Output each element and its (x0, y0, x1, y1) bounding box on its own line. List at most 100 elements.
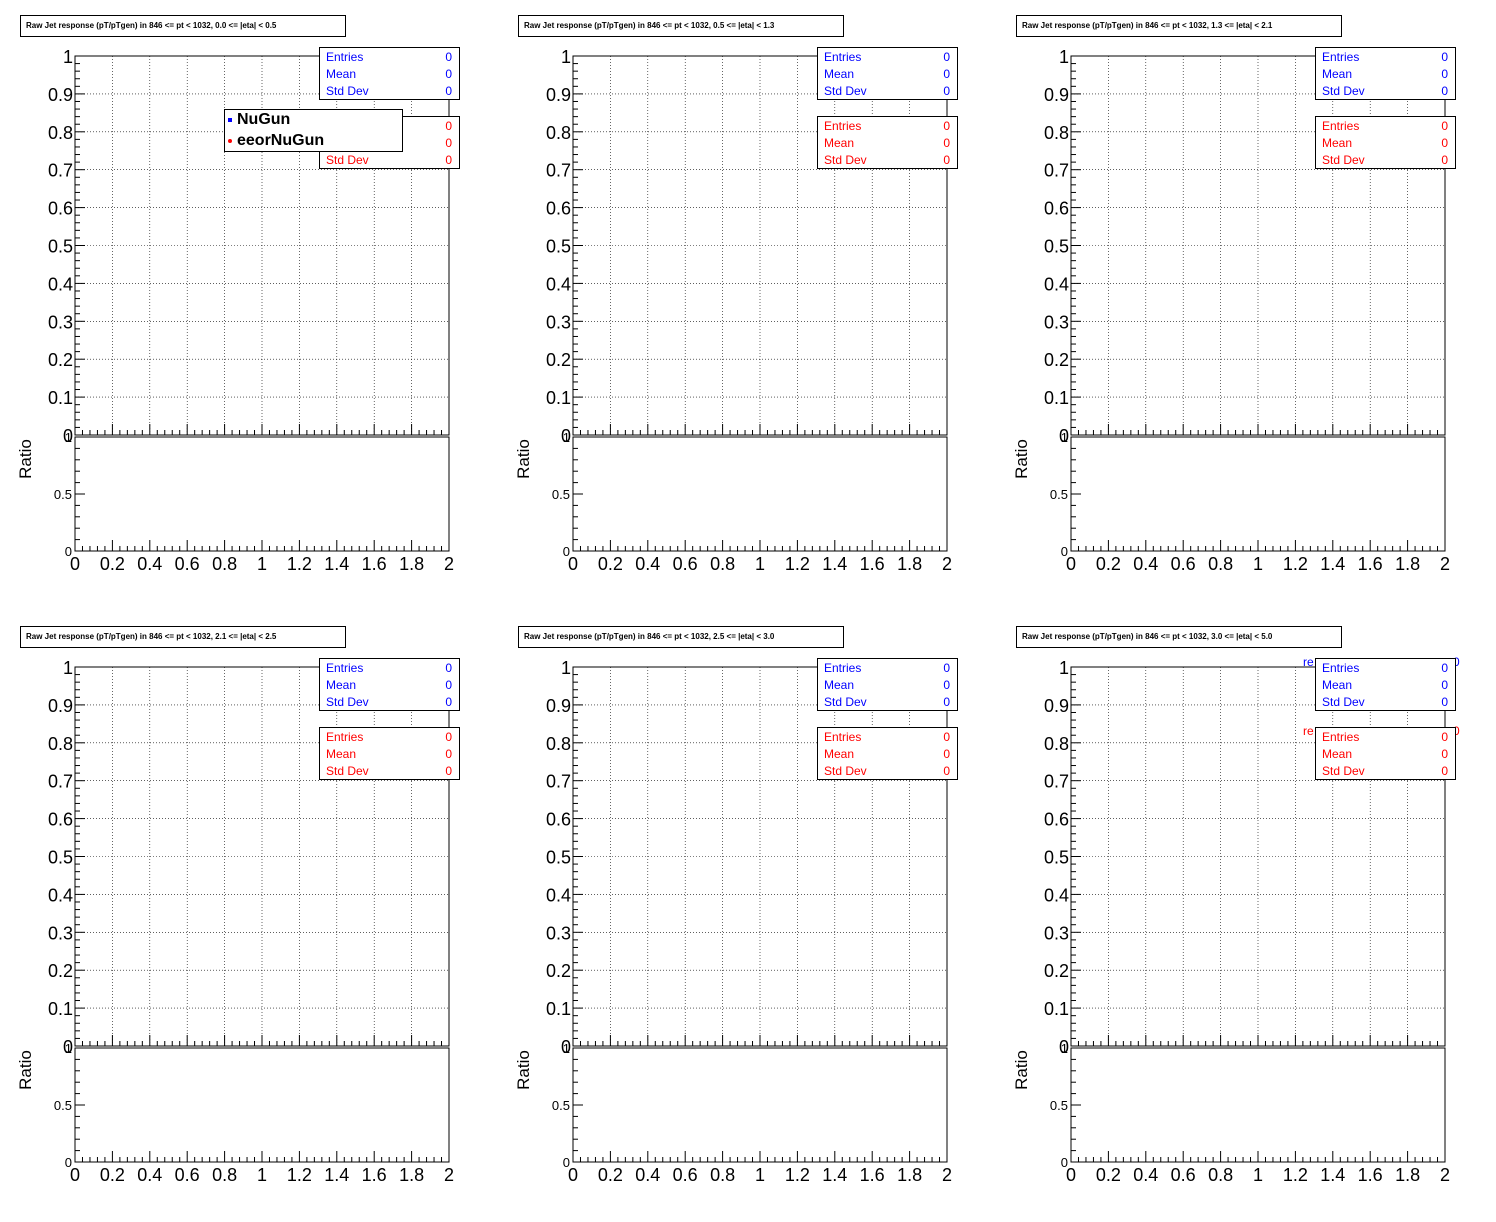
stats-row: Std Dev 0 (326, 763, 452, 780)
x-tick-label: 1 (755, 554, 765, 574)
x-tick-label: 0.6 (673, 1165, 698, 1185)
y-tick-label: 0 (561, 1037, 571, 1057)
y-tick-label: 0.3 (1044, 923, 1069, 943)
stats-value: 0 (943, 67, 950, 81)
stats-label: Std Dev (824, 764, 867, 778)
x-tick-label: 1 (755, 1165, 765, 1185)
stats-label: Entries (824, 730, 862, 744)
stats-label: Mean (824, 747, 855, 761)
ratio-y-tick-label: 1 (563, 1041, 570, 1056)
y-tick-label: 1 (63, 47, 73, 67)
x-tick-label: 0.4 (137, 1165, 162, 1185)
stats-value: 0 (445, 50, 452, 64)
stats-row: Std Dev 0 (326, 152, 452, 169)
x-tick-label: 0.2 (100, 1165, 125, 1185)
y-tick-label: 0.7 (48, 161, 73, 181)
x-tick-label: 0.2 (1096, 554, 1121, 574)
y-tick-label: 0.1 (1044, 388, 1069, 408)
stats-value: 0 (1441, 84, 1448, 98)
chart-title: Raw Jet response (pT/pTgen) in 846 <= pt… (20, 626, 346, 648)
x-tick-label: 1.4 (822, 1165, 847, 1185)
ghost-stat-label: 0 (1453, 655, 1460, 669)
chart-pad: 0 0.1 0.2 0.3 0.4 0.5 0.6 0.7 0.8 0.9 1 0 0.5 1 0 0.2 0.… (498, 0, 996, 611)
x-tick-label: 1.6 (362, 554, 387, 574)
x-tick-label: 1.6 (860, 1165, 885, 1185)
x-tick-label: 0.2 (100, 554, 125, 574)
stats-box-blue: Entries 0 Mean 0 Std Dev 0 (817, 47, 958, 100)
ratio-y-tick-label: 0 (563, 1155, 570, 1170)
stats-value: 0 (445, 67, 452, 81)
x-tick-label: 2 (942, 1165, 952, 1185)
x-tick-label: 0.8 (710, 1165, 735, 1185)
x-tick-label: 1.8 (399, 554, 424, 574)
stats-value: 0 (943, 153, 950, 167)
y-tick-label: 0.7 (1044, 772, 1069, 792)
stats-value: 0 (943, 730, 950, 744)
stats-label: Entries (1322, 730, 1360, 744)
ratio-axis-title: Ratio (1012, 439, 1031, 479)
stats-row: Mean 0 (1322, 135, 1448, 152)
stats-box-red: Entries 0 Mean 0 Std Dev 0 (817, 116, 958, 169)
stats-value: 0 (943, 695, 950, 709)
stats-row: Entries 0 (326, 660, 452, 677)
y-tick-label: 0.3 (546, 312, 571, 332)
y-tick-label: 0.5 (1044, 848, 1069, 868)
y-tick-label: 0.6 (48, 199, 73, 219)
ratio-frame (74, 436, 450, 552)
y-tick-label: 0.8 (546, 734, 571, 754)
y-tick-label: 0.3 (1044, 312, 1069, 332)
y-tick-label: 0.6 (1044, 199, 1069, 219)
y-tick-label: 0.4 (1044, 885, 1069, 905)
stats-label: Mean (326, 678, 357, 692)
stats-label: Std Dev (1322, 153, 1365, 167)
x-tick-label: 2 (1440, 554, 1450, 574)
stats-box-red: Entries 0 Mean 0 Std Dev 0 (1315, 116, 1456, 169)
stats-label: Std Dev (326, 153, 369, 167)
ratio-y-tick-label: 0 (65, 544, 72, 559)
stats-row: Std Dev 0 (1322, 83, 1448, 100)
stats-value: 0 (943, 764, 950, 778)
legend-marker-icon (228, 118, 232, 122)
y-tick-label: 0.1 (546, 999, 571, 1019)
x-tick-label: 0.4 (1133, 1165, 1158, 1185)
y-tick-label: 0.5 (546, 237, 571, 257)
stats-label: Mean (1322, 136, 1353, 150)
x-tick-label: 1.6 (1358, 1165, 1383, 1185)
legend: NuGun eeorNuGun (224, 109, 403, 152)
stats-label: Std Dev (326, 695, 369, 709)
stats-value: 0 (943, 136, 950, 150)
chart-title: Raw Jet response (pT/pTgen) in 846 <= pt… (1016, 626, 1342, 648)
y-tick-label: 0.5 (546, 848, 571, 868)
x-tick-label: 1.2 (785, 1165, 810, 1185)
x-tick-label: 2 (942, 554, 952, 574)
stats-box-red: Entries 0 Mean 0 Std Dev 0 (319, 727, 460, 780)
stats-label: Std Dev (326, 84, 369, 98)
stats-value: 0 (445, 119, 452, 133)
chart-pad: 0 0.1 0.2 0.3 0.4 0.5 0.6 0.7 0.8 0.9 1 0 0.5 1 0 0.2 0.… (0, 611, 498, 1222)
stats-row: Std Dev 0 (326, 694, 452, 711)
x-tick-label: 0.6 (1171, 554, 1196, 574)
x-tick-label: 0.2 (598, 554, 623, 574)
y-tick-label: 0.9 (1044, 696, 1069, 716)
stats-box-blue: Entries 0 Mean 0 Std Dev 0 (319, 658, 460, 711)
stats-value: 0 (1441, 661, 1448, 675)
y-tick-label: 0 (63, 1037, 73, 1057)
stats-box-red: Entries 0 Mean 0 Std Dev 0 (817, 727, 958, 780)
ratio-axis-title: Ratio (514, 1050, 533, 1090)
ratio-frame (572, 1047, 948, 1163)
stats-row: Mean 0 (326, 677, 452, 694)
y-tick-label: 0.7 (1044, 161, 1069, 181)
stats-box-blue: Entries 0 Mean 0 Std Dev 0 (1315, 658, 1456, 711)
stats-label: Entries (326, 661, 364, 675)
x-tick-label: 1.8 (897, 554, 922, 574)
y-tick-label: 0.3 (48, 312, 73, 332)
stats-row: Mean 0 (1322, 677, 1448, 694)
stats-label: Std Dev (1322, 695, 1365, 709)
y-tick-label: 0.1 (48, 999, 73, 1019)
stats-value: 0 (943, 678, 950, 692)
x-tick-label: 1.8 (399, 1165, 424, 1185)
y-tick-label: 0.4 (48, 274, 73, 294)
stats-row: Entries 0 (824, 49, 950, 66)
chart-title: Raw Jet response (pT/pTgen) in 846 <= pt… (1016, 15, 1342, 37)
